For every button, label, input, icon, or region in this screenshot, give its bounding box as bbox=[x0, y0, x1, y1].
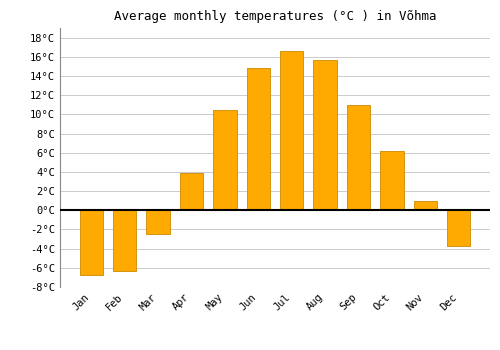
Bar bbox=[380, 151, 404, 210]
Bar bbox=[447, 210, 470, 246]
Title: Average monthly temperatures (°C ) in Võhma: Average monthly temperatures (°C ) in Võ… bbox=[114, 10, 436, 23]
Bar bbox=[347, 105, 370, 210]
Bar bbox=[314, 60, 337, 210]
Bar bbox=[213, 110, 236, 210]
Bar bbox=[80, 210, 103, 275]
Bar bbox=[180, 173, 203, 210]
Bar bbox=[113, 210, 136, 271]
Bar bbox=[246, 68, 270, 210]
Bar bbox=[414, 201, 437, 210]
Bar bbox=[146, 210, 170, 234]
Bar bbox=[280, 51, 303, 210]
